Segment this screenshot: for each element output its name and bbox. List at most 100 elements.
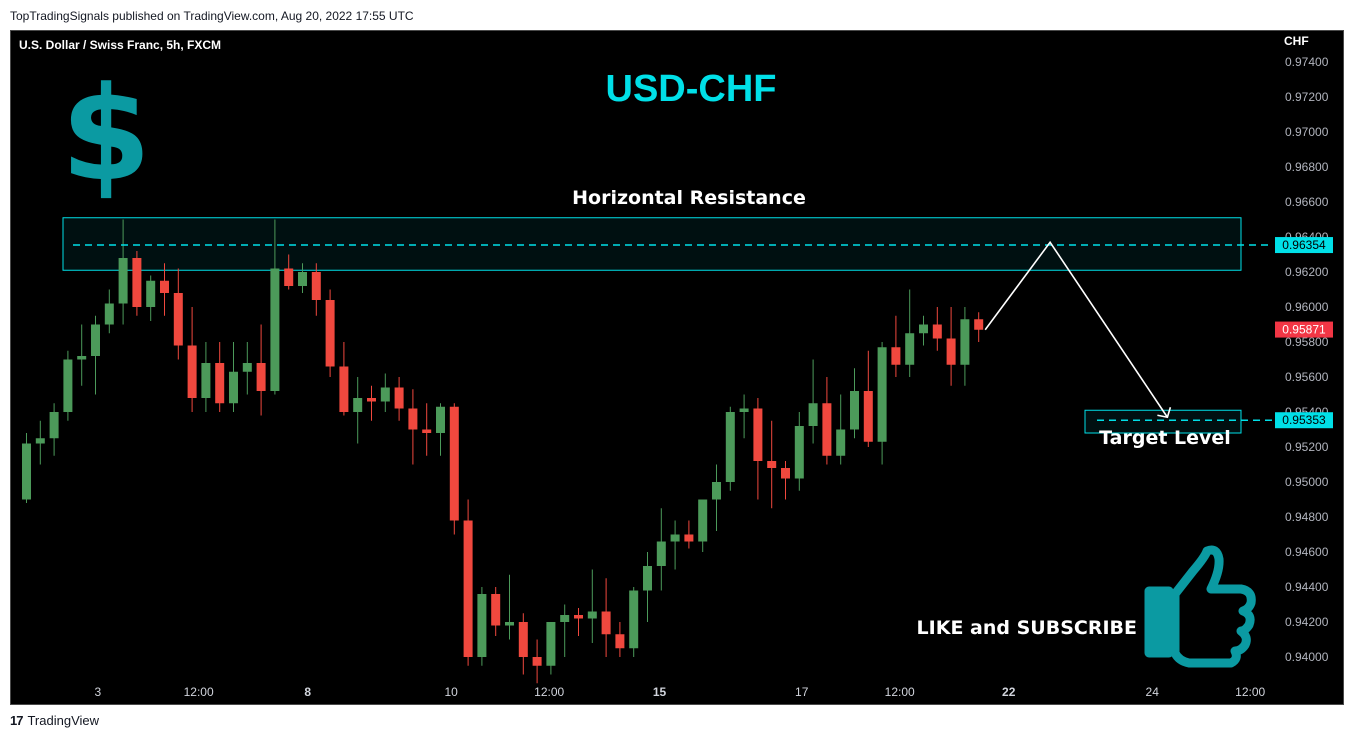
candle-up[interactable] bbox=[546, 622, 556, 666]
candle-down[interactable] bbox=[491, 594, 501, 626]
candlestick-chart[interactable]: CHF 0.97400 0.97200 0.97000 0.96800 0.96600 0.… bbox=[11, 31, 1343, 704]
candle-down[interactable] bbox=[173, 293, 183, 346]
candle-up[interactable] bbox=[380, 387, 390, 402]
candle-down[interactable] bbox=[311, 272, 321, 300]
thumbs-up-icon[interactable] bbox=[1144, 545, 1256, 668]
symbol-label: U.S. Dollar / Swiss Franc, 5h, FXCM bbox=[19, 38, 221, 52]
y-tick-label: 0.95800 bbox=[1285, 335, 1329, 349]
candle-down[interactable] bbox=[187, 345, 197, 399]
candle-down[interactable] bbox=[408, 408, 418, 430]
chart-panel[interactable]: CHF 0.97400 0.97200 0.97000 0.96800 0.96600 0.… bbox=[10, 30, 1344, 705]
candle-up[interactable] bbox=[808, 403, 818, 426]
candle-down[interactable] bbox=[256, 363, 266, 391]
candle-down[interactable] bbox=[449, 406, 459, 521]
candle-down[interactable] bbox=[932, 324, 942, 339]
candle-down[interactable] bbox=[863, 391, 873, 442]
candle-down[interactable] bbox=[284, 268, 294, 287]
candle-up[interactable] bbox=[201, 363, 211, 398]
y-axis-unit: CHF bbox=[1284, 34, 1309, 48]
candle-up[interactable] bbox=[270, 268, 280, 392]
candle-up[interactable] bbox=[877, 347, 887, 442]
candle-up[interactable] bbox=[77, 356, 87, 360]
thumb-cuff bbox=[1144, 586, 1174, 658]
candle-up[interactable] bbox=[505, 622, 514, 626]
candle-down[interactable] bbox=[753, 408, 763, 462]
candle-down[interactable] bbox=[684, 534, 694, 542]
y-tick-label: 0.95600 bbox=[1285, 370, 1329, 384]
candle-down[interactable] bbox=[767, 461, 777, 468]
candle-up[interactable] bbox=[22, 443, 31, 500]
candle-up[interactable] bbox=[656, 541, 666, 567]
candle-up[interactable] bbox=[560, 615, 570, 622]
candle-up[interactable] bbox=[35, 438, 45, 444]
y-tick-label: 0.97000 bbox=[1285, 125, 1329, 139]
candle-up[interactable] bbox=[353, 398, 363, 412]
candle-up[interactable] bbox=[960, 319, 970, 365]
candle-down[interactable] bbox=[891, 347, 901, 365]
candle-up[interactable] bbox=[850, 391, 859, 430]
x-tick-label: 15 bbox=[653, 685, 667, 699]
candle-down[interactable] bbox=[215, 363, 225, 404]
candle-up[interactable] bbox=[670, 534, 680, 542]
candle-down[interactable] bbox=[822, 403, 832, 456]
candle-up[interactable] bbox=[919, 324, 928, 334]
y-tick-label: 0.95000 bbox=[1285, 475, 1329, 489]
dollar-sign-icon: $ bbox=[61, 58, 151, 210]
candle-up[interactable] bbox=[118, 258, 128, 304]
brand-label: TradingView bbox=[27, 713, 100, 728]
x-tick-label: 12:00 bbox=[1235, 685, 1265, 699]
resistance-price-tag: 0.96354 bbox=[1282, 238, 1326, 252]
resistance-zone-box[interactable] bbox=[62, 217, 1242, 271]
y-tick-label: 0.96200 bbox=[1285, 265, 1329, 279]
candle-up[interactable] bbox=[242, 363, 252, 372]
candle-up[interactable] bbox=[63, 359, 73, 413]
candle-up[interactable] bbox=[905, 333, 915, 365]
candle-down[interactable] bbox=[160, 280, 169, 293]
candle-down[interactable] bbox=[946, 338, 956, 365]
target-label: Target Level bbox=[1099, 427, 1231, 449]
candle-down[interactable] bbox=[974, 319, 984, 330]
candle-up[interactable] bbox=[725, 412, 735, 482]
candle-down[interactable] bbox=[532, 657, 542, 666]
candle-up[interactable] bbox=[229, 371, 238, 404]
y-tick-label: 0.96600 bbox=[1285, 195, 1329, 209]
tradingview-logo-icon: 17 bbox=[10, 713, 24, 728]
candle-up[interactable] bbox=[629, 590, 639, 649]
candle-down[interactable] bbox=[367, 398, 376, 402]
candle-down[interactable] bbox=[574, 615, 583, 619]
candle-down[interactable] bbox=[394, 387, 404, 409]
candle-down[interactable] bbox=[132, 258, 142, 307]
candle-down[interactable] bbox=[339, 366, 349, 413]
candle-up[interactable] bbox=[739, 408, 749, 413]
cta-label: LIKE and SUBSCRIBE bbox=[917, 617, 1137, 639]
candle-up[interactable] bbox=[49, 412, 59, 439]
candle-up[interactable] bbox=[91, 324, 100, 357]
candle-up[interactable] bbox=[712, 482, 721, 500]
tradingview-footer[interactable]: 17 TradingView bbox=[10, 713, 99, 728]
x-tick-label: 12:00 bbox=[184, 685, 214, 699]
projection-path[interactable] bbox=[984, 240, 1169, 418]
candle-up[interactable] bbox=[436, 406, 445, 433]
candle-down[interactable] bbox=[463, 520, 473, 658]
candle-down[interactable] bbox=[781, 468, 790, 479]
candle-up[interactable] bbox=[643, 566, 652, 591]
candle-down[interactable] bbox=[615, 634, 625, 649]
candle-up[interactable] bbox=[587, 611, 597, 619]
candle-up[interactable] bbox=[477, 594, 487, 657]
target-price-tag-box bbox=[1275, 412, 1333, 429]
x-tick-label: 22 bbox=[1002, 685, 1016, 699]
y-tick-label: 0.97200 bbox=[1285, 90, 1329, 104]
x-tick-label: 17 bbox=[795, 685, 809, 699]
candle-up[interactable] bbox=[836, 429, 846, 456]
resistance-label: Horizontal Resistance bbox=[572, 187, 806, 209]
candle-up[interactable] bbox=[794, 426, 804, 479]
candle-up[interactable] bbox=[104, 303, 114, 325]
candle-down[interactable] bbox=[422, 429, 432, 434]
candle-up[interactable] bbox=[298, 272, 307, 286]
candle-down[interactable] bbox=[601, 611, 611, 635]
candle-down[interactable] bbox=[518, 622, 528, 657]
candle-up[interactable] bbox=[698, 499, 708, 542]
candle-up[interactable] bbox=[146, 280, 156, 307]
y-tick-label: 0.96000 bbox=[1285, 300, 1329, 314]
candle-down[interactable] bbox=[325, 300, 335, 367]
